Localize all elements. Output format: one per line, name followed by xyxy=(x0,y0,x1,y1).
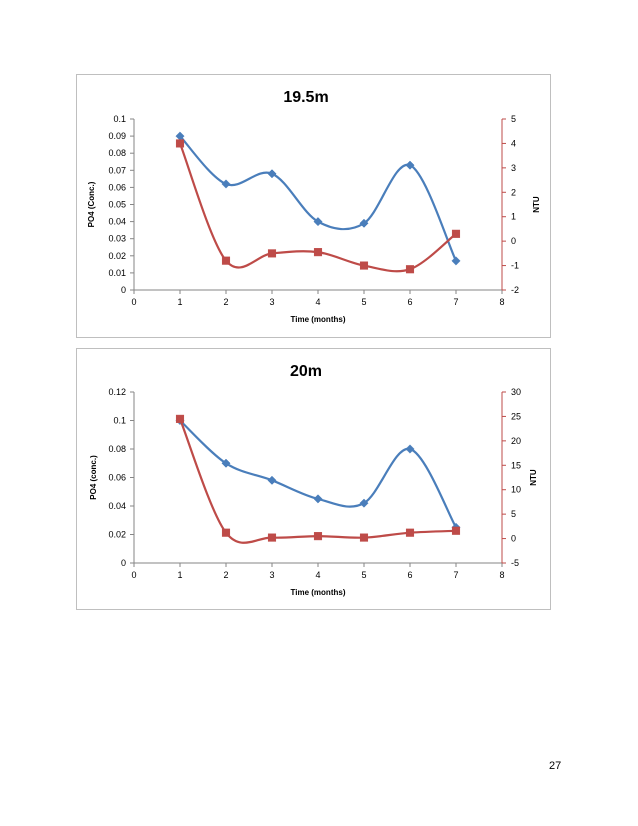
chart-19-5m-series-ntu-point xyxy=(313,248,323,257)
chart-20m-y2-tick-label: 0 xyxy=(511,534,516,544)
chart-20m-x-tick-label: 6 xyxy=(407,570,412,580)
chart-19-5m-x-axis-title: Time (months) xyxy=(291,315,346,324)
chart-20m-x-tick-label: 4 xyxy=(315,570,320,580)
chart-20m-x-tick-label: 0 xyxy=(131,570,136,580)
chart-19-5m-series-po4-point xyxy=(405,160,415,170)
chart-19-5m-x-tick-label: 1 xyxy=(177,297,182,307)
chart-19-5m-y2-tick-label: 1 xyxy=(511,212,516,222)
chart-20m-series-po4-point xyxy=(267,475,277,485)
chart-19-5m: 19.5m 0 1 2 3 4 5 6 7 8 0 0.01 0.02 0.03 0.04 0.05 0.06 0… xyxy=(76,74,551,338)
chart-19-5m-series-ntu-point xyxy=(267,249,277,258)
chart-19-5m-y2-tick-label: 4 xyxy=(511,138,516,148)
chart-20m-y2-tick-label: -5 xyxy=(511,558,519,568)
chart-20m-series-po4-point xyxy=(221,458,231,468)
chart-19-5m-x-tick-label: 7 xyxy=(453,297,458,307)
chart-20m-series-ntu-point xyxy=(405,528,415,537)
chart-19-5m-series-ntu-point xyxy=(405,265,415,274)
chart-20m-y-tick-label: 0.08 xyxy=(108,444,126,454)
chart-19-5m-y-tick-label: 0.08 xyxy=(108,148,126,158)
chart-19-5m-y2-tick-label: 3 xyxy=(511,163,516,173)
chart-19-5m-x-tick-label: 8 xyxy=(499,297,504,307)
chart-19-5m-y2-tick-label: -1 xyxy=(511,261,519,271)
chart-20m-y2-tick-label: 25 xyxy=(511,411,521,421)
chart-19-5m-series-po4-point xyxy=(267,169,277,179)
chart-20m-series-ntu-point xyxy=(267,533,277,542)
chart-20m-x-tick-label: 5 xyxy=(361,570,366,580)
chart-20m-x-tick-label: 7 xyxy=(453,570,458,580)
chart-20m-x-tick-label: 3 xyxy=(269,570,274,580)
chart-20m-series-ntu-point xyxy=(175,414,185,423)
chart-20m-y2-tick-label: 20 xyxy=(511,436,521,446)
chart-20m-y2-tick-label: 30 xyxy=(511,387,521,397)
chart-20m-series-ntu-point xyxy=(451,526,461,535)
chart-19-5m-y-tick-label: 0.07 xyxy=(108,165,126,175)
page-number: 27 xyxy=(549,760,562,772)
chart-20m-y-axis-title: PO4 (conc.) xyxy=(89,455,98,500)
chart-20m-series-ntu-point xyxy=(313,532,323,541)
chart-19-5m-series-po4-point xyxy=(451,256,461,266)
chart-19-5m-series-po4-point xyxy=(313,217,323,227)
chart-19-5m-y-tick-label: 0.1 xyxy=(113,114,126,124)
chart-19-5m-y2-axis-title: NTU xyxy=(532,196,541,213)
chart-20m-y2-axis-title: NTU xyxy=(529,469,538,486)
chart-19-5m-series-po4-point xyxy=(221,179,231,189)
chart-20m-x-tick-label: 8 xyxy=(499,570,504,580)
chart-19-5m-y-tick-label: 0.01 xyxy=(108,268,126,278)
chart-19-5m-series-ntu-point xyxy=(175,139,185,148)
chart-19-5m-y-axis-title: PO4 (Conc.) xyxy=(87,181,96,227)
chart-20m-y-tick-label: 0.1 xyxy=(113,416,126,426)
chart-19-5m-y-tick-label: 0.06 xyxy=(108,182,126,192)
chart-20m-y2-tick-label: 5 xyxy=(511,509,516,519)
chart-20m-series-ntu-point xyxy=(221,528,231,537)
chart-20m-y-tick-label: 0 xyxy=(121,558,126,568)
chart-19-5m-series-po4-line xyxy=(179,135,457,262)
chart-20m-y2-tick-label: 15 xyxy=(511,460,521,470)
chart-19-5m-y-tick-label: 0.04 xyxy=(108,217,126,227)
chart-19-5m-series-po4-point xyxy=(359,218,369,228)
chart-20m-series-po4-point xyxy=(313,494,323,504)
chart-20m-series-po4-point xyxy=(405,444,415,454)
chart-19-5m-y2-tick-label: -2 xyxy=(511,285,519,295)
chart-19-5m-x-tick-label: 6 xyxy=(407,297,412,307)
chart-20m-x-axis-title: Time (months) xyxy=(291,588,346,597)
chart-20m-y-tick-label: 0.02 xyxy=(108,530,126,540)
chart-19-5m-y-tick-label: 0.09 xyxy=(108,131,126,141)
chart-20m-y2-tick-label: 10 xyxy=(511,485,521,495)
chart-19-5m-x-tick-label: 2 xyxy=(223,297,228,307)
chart-20m: 20m 0 1 2 3 4 5 6 7 8 0 0.02 0.04 0.06 0.08 0.1 0.12 -5 0 5… xyxy=(76,348,551,610)
chart-20m-y-tick-label: 0.12 xyxy=(108,387,126,397)
chart-20m-title: 20m xyxy=(290,363,322,380)
chart-19-5m-x-tick-label: 4 xyxy=(315,297,320,307)
chart-19-5m-series-ntu-point xyxy=(359,261,369,270)
chart-19-5m-y-tick-label: 0.02 xyxy=(108,251,126,261)
chart-19-5m-y-tick-label: 0.05 xyxy=(108,200,126,210)
chart-20m-series-ntu-line xyxy=(178,418,457,544)
chart-20m-x-tick-label: 1 xyxy=(177,570,182,580)
chart-20m-svg: 20m 0 1 2 3 4 5 6 7 8 0 0.02 0.04 0.06 0.08 0.1 0.12 -5 0 5… xyxy=(89,363,538,597)
chart-20m-series-ntu-point xyxy=(359,533,369,542)
chart-19-5m-x-tick-label: 0 xyxy=(131,297,136,307)
chart-19-5m-title: 19.5m xyxy=(283,89,328,106)
chart-20m-x-tick-label: 2 xyxy=(223,570,228,580)
chart-19-5m-y-tick-label: 0.03 xyxy=(108,234,126,244)
chart-19-5m-series-ntu-point xyxy=(451,229,461,238)
chart-19-5m-y2-tick-label: 5 xyxy=(511,114,516,124)
chart-19-5m-x-tick-label: 3 xyxy=(269,297,274,307)
chart-19-5m-y2-tick-label: 0 xyxy=(511,236,516,246)
chart-19-5m-y2-tick-label: 2 xyxy=(511,187,516,197)
chart-20m-series-po4-line xyxy=(179,419,457,528)
chart-20m-series-po4-point xyxy=(359,498,369,508)
chart-19-5m-series-ntu-point xyxy=(221,256,231,265)
chart-20m-y-tick-label: 0.04 xyxy=(108,501,126,511)
chart-19-5m-svg: 19.5m 0 1 2 3 4 5 6 7 8 0 0.01 0.02 0.03 0.04 0.05 0.06 0… xyxy=(87,89,541,324)
chart-20m-y-tick-label: 0.06 xyxy=(108,473,126,483)
chart-19-5m-x-tick-label: 5 xyxy=(361,297,366,307)
chart-19-5m-y-tick-label: 0 xyxy=(121,285,126,295)
